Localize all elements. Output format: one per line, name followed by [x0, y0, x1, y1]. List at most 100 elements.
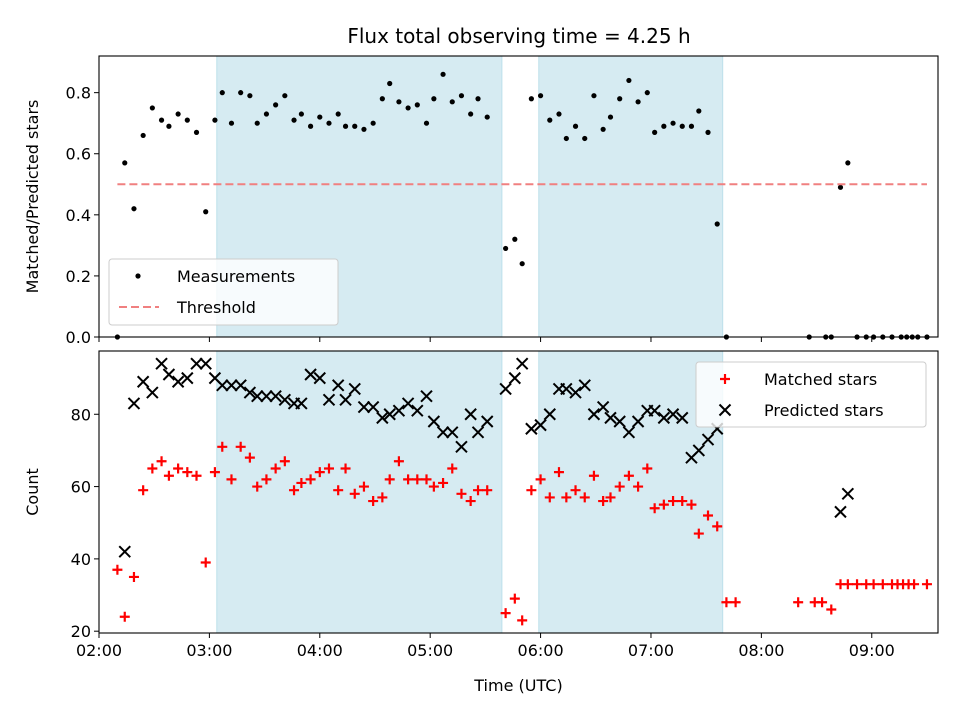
predicted-point — [499, 382, 512, 396]
predicted-point — [199, 357, 212, 370]
measurement-point — [298, 111, 304, 117]
matched-point — [877, 579, 888, 590]
measurement-point — [431, 96, 437, 102]
measurement-point — [370, 120, 376, 126]
matched-point — [296, 477, 307, 488]
predicted-point — [243, 386, 257, 399]
x-axis-label: Time (UTC) — [473, 676, 562, 695]
matched-point — [147, 463, 158, 474]
matched-point — [138, 485, 149, 496]
matched-point — [544, 492, 555, 503]
measurement-point — [626, 77, 632, 84]
measurement-point — [193, 129, 200, 135]
matched-point — [349, 488, 360, 499]
measurement-point — [440, 71, 446, 77]
matched-point — [852, 579, 863, 590]
matched-point — [421, 474, 432, 485]
predicted-point — [136, 375, 150, 388]
measurement-point — [714, 221, 720, 227]
predicted-point — [269, 389, 282, 403]
predicted-point — [676, 411, 689, 425]
matched-point — [721, 597, 732, 608]
matched-point — [119, 611, 130, 622]
measurement-point — [600, 126, 606, 132]
legend-box — [695, 361, 927, 428]
matched-point — [252, 481, 263, 492]
legend: Measurements Threshold — [108, 258, 339, 326]
measurement-point — [342, 123, 349, 129]
measurement-point — [379, 96, 385, 102]
matched-point — [368, 496, 379, 507]
matched-point — [173, 463, 184, 474]
y-tick-label: 20 — [71, 622, 91, 641]
predicted-point — [436, 426, 450, 439]
measurement-point — [387, 80, 393, 87]
measurement-point — [291, 117, 297, 123]
measurement-point — [670, 120, 676, 126]
predicted-point — [569, 386, 582, 399]
y-tick-label: 40 — [71, 550, 91, 569]
predicted-point — [339, 393, 352, 407]
predicted-point — [313, 371, 326, 385]
predicted-point — [171, 375, 185, 388]
matched-point — [289, 485, 300, 496]
y-tick-label: 0.2 — [66, 267, 91, 286]
matched-point — [842, 579, 853, 590]
predicted-point — [543, 408, 556, 421]
matched-point — [156, 456, 167, 467]
y-axis-label: Count — [23, 468, 42, 516]
predicted-point — [427, 415, 441, 428]
y-tick-label: 0.4 — [66, 206, 91, 225]
matched-point — [438, 477, 449, 488]
measurement-point — [423, 120, 430, 126]
matched-point — [482, 485, 493, 496]
measurement-point — [679, 123, 685, 129]
matched-point — [323, 463, 334, 474]
matched-point — [826, 604, 837, 615]
shaded-interval-2 — [538, 350, 724, 634]
y-tick-label: 0.0 — [66, 328, 91, 347]
predicted-point — [596, 400, 610, 414]
matched-point — [614, 481, 625, 492]
matched-point — [730, 597, 741, 608]
matched-point — [191, 470, 202, 481]
legend-label: Threshold — [176, 298, 256, 317]
measurement-point — [572, 123, 579, 129]
legend-label: Measurements — [177, 267, 295, 286]
predicted-point — [587, 408, 601, 421]
matched-point — [377, 492, 388, 503]
predicted-point — [127, 397, 141, 410]
predicted-point — [834, 505, 847, 519]
matched-point — [447, 463, 458, 474]
measurement-point — [414, 102, 420, 108]
measurement-point — [635, 99, 641, 105]
matched-point — [403, 474, 414, 485]
measurement-point — [449, 99, 455, 105]
predicted-point — [278, 393, 292, 407]
predicted-point — [357, 400, 371, 414]
predicted-point — [560, 382, 573, 396]
axes-frame — [98, 350, 939, 634]
measurement-point — [519, 261, 525, 267]
matched-point — [456, 488, 467, 499]
predicted-point — [622, 426, 636, 439]
matched-point — [200, 557, 211, 568]
predicted-point — [234, 379, 247, 392]
measurement-point — [475, 96, 481, 102]
x-tick-label: 04:00 — [297, 641, 343, 660]
measurement-point — [317, 114, 323, 120]
measurement-point — [175, 111, 181, 117]
figure-title: Flux total observing time = 4.25 h — [347, 24, 690, 48]
matched-point — [868, 579, 879, 590]
matched-point — [658, 499, 669, 510]
predicted-point — [331, 379, 345, 392]
predicted-point — [657, 411, 671, 425]
x-tick-label: 09:00 — [849, 641, 895, 660]
matched-point — [384, 474, 395, 485]
measurement-point — [705, 129, 711, 135]
predicted-point — [464, 408, 477, 421]
measurement-point — [405, 105, 411, 111]
measurement-point — [484, 114, 490, 120]
matched-point — [393, 456, 404, 467]
predicted-point — [481, 415, 494, 428]
